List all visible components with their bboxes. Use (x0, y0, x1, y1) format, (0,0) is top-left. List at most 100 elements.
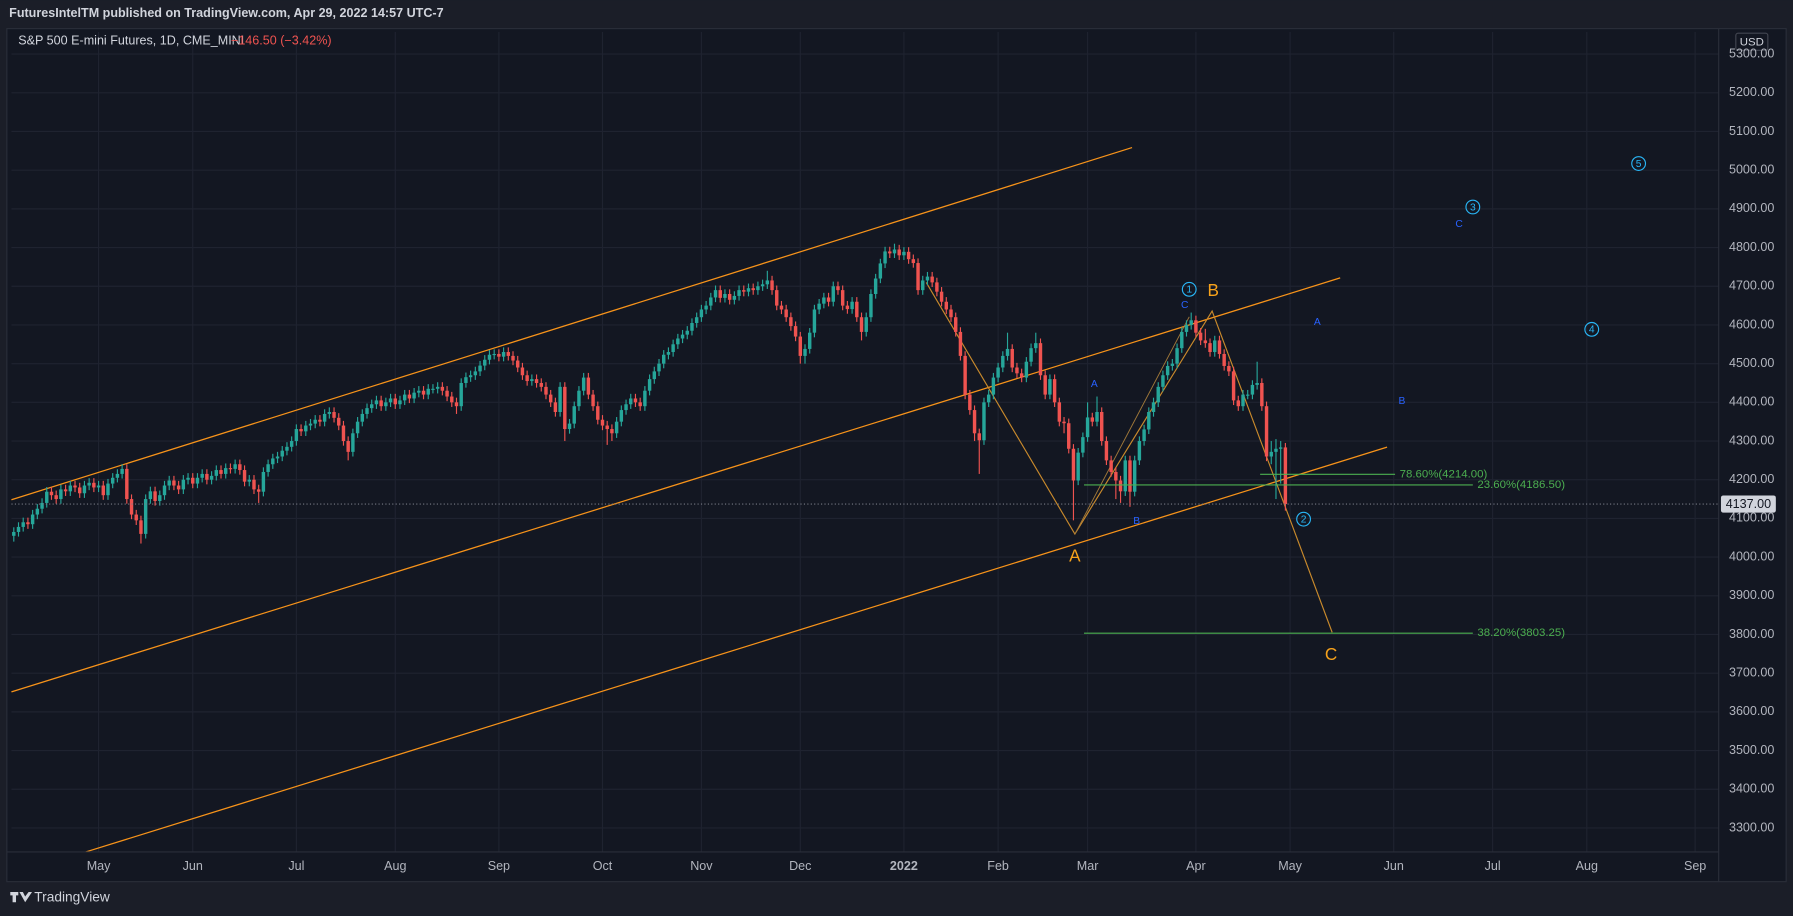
wave-label: 2 (1301, 514, 1307, 525)
currency-box[interactable] (1735, 32, 1769, 51)
candle-body (1085, 417, 1090, 438)
candle-body (54, 495, 58, 500)
candle-body (96, 485, 101, 488)
wave-circle (1181, 281, 1197, 297)
candle-body (464, 377, 468, 383)
currency-label[interactable]: USD (1740, 36, 1764, 48)
x-tick-label: Feb (987, 859, 1009, 873)
candle-body (435, 386, 440, 389)
candle-body (963, 355, 967, 395)
wave-label: 3 (1470, 202, 1476, 213)
candle-body (370, 404, 374, 409)
candle-body (1090, 417, 1095, 422)
candle-body (365, 408, 369, 414)
candle-body (935, 282, 939, 292)
y-tick-label: 4300.00 (1729, 433, 1774, 447)
candle-body (35, 508, 40, 515)
wave-path (925, 282, 1333, 633)
candle-body (1236, 400, 1241, 407)
logo-icon[interactable] (10, 891, 33, 903)
candle-body (888, 251, 892, 254)
candle-body (78, 487, 82, 494)
candle-body (906, 251, 911, 260)
y-tick-label: 4700.00 (1729, 279, 1774, 293)
candle-body (337, 417, 341, 426)
candle-body (412, 392, 416, 399)
candle-body (572, 406, 576, 424)
candle-body (360, 413, 365, 422)
x-tick-label: Nov (690, 859, 713, 873)
candle-body (831, 286, 835, 302)
candle-body (878, 263, 883, 279)
wave-label: B (1208, 280, 1219, 300)
fib-label: 78.60%(4214.00) (1400, 468, 1488, 480)
y-tick-label: 4100.00 (1729, 511, 1774, 525)
candle-body (1123, 460, 1127, 492)
candle-body (822, 297, 826, 304)
candle-body (224, 468, 228, 474)
y-tick-label: 4200.00 (1729, 472, 1774, 486)
candle-body (534, 379, 539, 383)
candle-body (756, 286, 760, 291)
candle-body (200, 473, 204, 478)
wave-label: A (1069, 545, 1081, 565)
candle-body (1283, 447, 1288, 505)
candle-body (704, 305, 708, 310)
candle-body (600, 419, 605, 426)
y-tick-label: 4000.00 (1729, 549, 1774, 563)
candle-body (445, 390, 449, 397)
wave-label: B (1398, 396, 1405, 407)
candle-body (1260, 382, 1264, 407)
candle-body (784, 309, 788, 318)
candle-body (304, 425, 308, 432)
candle-body (374, 400, 379, 405)
candle-body (63, 489, 68, 492)
candle-body (261, 471, 266, 492)
y-tick-label: 5300.00 (1729, 46, 1774, 60)
candle-body (577, 390, 581, 407)
y-tick-label: 3700.00 (1729, 666, 1774, 680)
candle-body (487, 354, 492, 360)
plot-area: 78.60%(4214.00)23.60%(4186.50) 38.20%(380… (11, 32, 1719, 853)
candle-body (991, 377, 996, 395)
tradingview-logo[interactable]: TradingView (10, 889, 110, 904)
candle-body (402, 394, 407, 401)
candle-body (393, 398, 397, 405)
candle-body (162, 485, 167, 496)
candle-body (779, 305, 784, 310)
candle-body (1099, 412, 1104, 442)
candle-body (558, 386, 562, 413)
candle-body (680, 334, 685, 339)
candle-body (727, 293, 732, 300)
candle-body (808, 332, 812, 349)
wave-label: A (1314, 317, 1321, 328)
candle-body (718, 290, 722, 298)
candle-body (1184, 324, 1189, 332)
candle-body (775, 290, 779, 306)
candle-body (82, 485, 87, 494)
wave-circle (1584, 321, 1600, 337)
candle-body (1241, 394, 1245, 407)
price-change: −146.50 (−3.42%) (231, 34, 332, 48)
wave-label: 4 (1589, 325, 1595, 336)
candle-body (662, 354, 666, 364)
candle-body (694, 317, 699, 324)
candle-body (1180, 331, 1184, 349)
y-tick-label: 3500.00 (1729, 743, 1774, 757)
candle-body (629, 398, 633, 405)
y-tick-label: 3400.00 (1729, 782, 1774, 796)
last-price-box (1720, 495, 1776, 513)
candle-body (803, 348, 807, 356)
footer-brand[interactable]: TradingView (34, 889, 110, 904)
candle-body (327, 412, 332, 414)
x-tick-label: Mar (1077, 859, 1099, 873)
candle-body (1062, 421, 1066, 424)
candle-body (1231, 371, 1236, 401)
candle-body (647, 379, 652, 391)
trend-line (85, 446, 1388, 853)
candle-body (1165, 365, 1170, 376)
candle-body (242, 470, 247, 482)
candle-body (205, 473, 209, 480)
candle-body (186, 477, 190, 480)
